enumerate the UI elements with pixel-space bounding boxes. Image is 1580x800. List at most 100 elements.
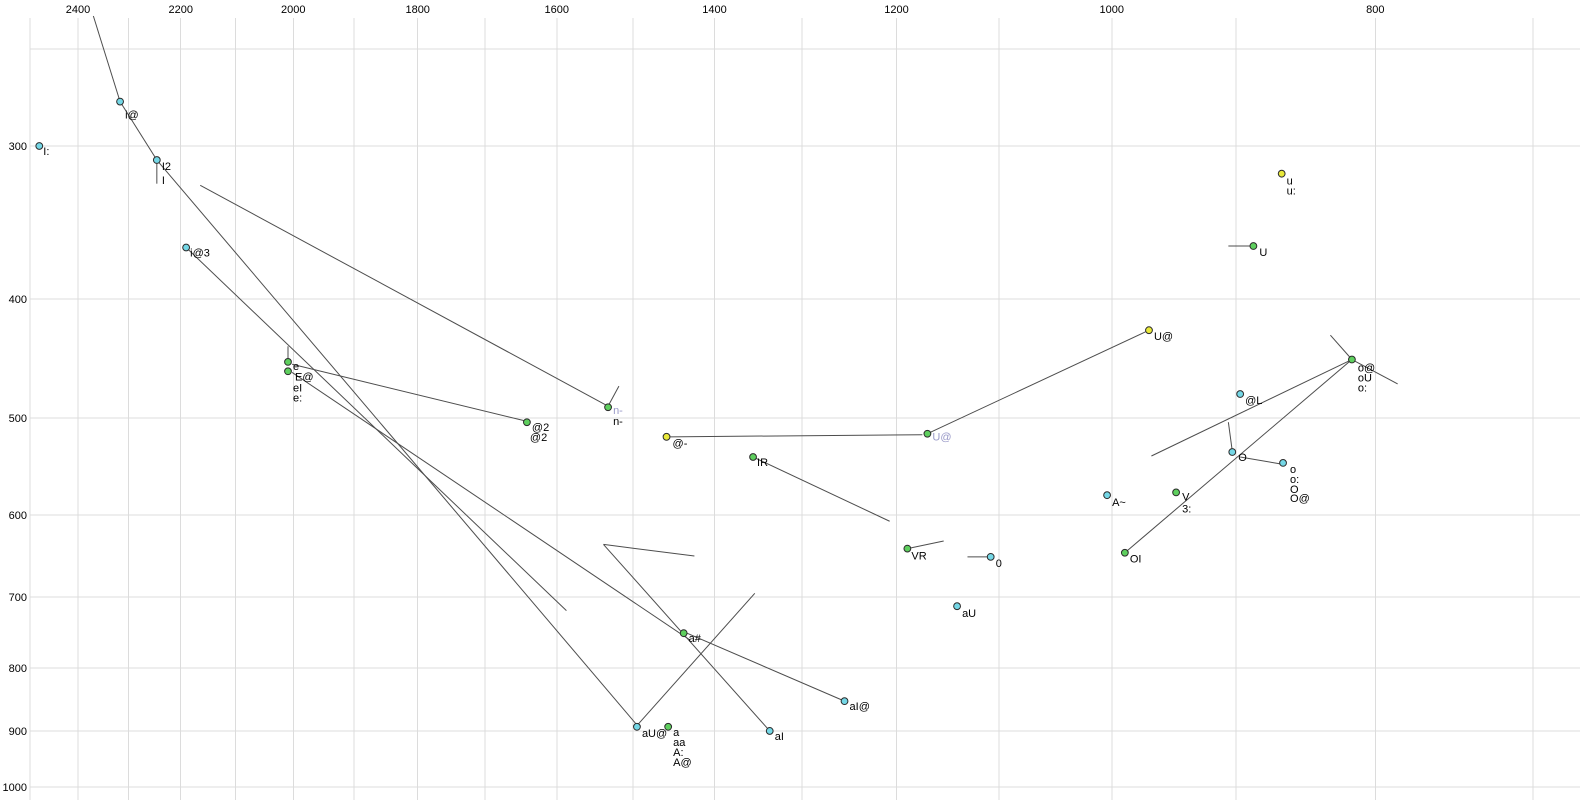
x-axis-tick-label: 1000: [1100, 4, 1124, 16]
x-axis-tick-label: 800: [1366, 4, 1384, 16]
trajectory-line-24: [685, 631, 845, 702]
vowel-label-E@: E@: [295, 371, 314, 383]
trajectory-line-18: [1351, 359, 1398, 385]
vowel-label-aU: aU: [962, 608, 976, 620]
vowel-label-I2: I2: [162, 161, 171, 173]
trajectory-line-22: [636, 592, 756, 726]
vowel-point-VR: [903, 544, 912, 553]
trajectory-line-19: [603, 543, 695, 557]
vowel-label-a: A@: [673, 757, 692, 769]
trajectory-line-6: [199, 184, 609, 407]
vowel-point-U: [1249, 242, 1258, 250]
trajectory-line-4: [291, 363, 527, 422]
vowel-label-O: O: [1238, 452, 1247, 464]
trajectory-line-13: [1330, 334, 1353, 360]
vowel-point-0: [986, 552, 995, 561]
vowel-label-E@: eI: [293, 382, 302, 394]
vowel-point-aU@: [633, 722, 641, 731]
vowel-label-E@: e:: [293, 392, 302, 404]
vowel-label-n-: n-: [613, 405, 623, 417]
vowel-label-a: A:: [673, 747, 683, 759]
vowel-label-o: O: [1290, 484, 1299, 496]
vowel-label-aI: aI: [775, 731, 784, 743]
x-axis-tick-label: 1600: [545, 4, 569, 16]
trajectory-line-16: [1227, 422, 1233, 452]
vowel-point-i@: [116, 97, 124, 106]
vowel-label-a: a: [673, 727, 680, 739]
trajectory-line-14: [1151, 359, 1353, 457]
x-axis-tick-label: 2000: [281, 4, 305, 16]
vowel-point-e: [284, 357, 292, 366]
vowel-label-n-: n-: [613, 416, 623, 428]
trajectory-line-17: [1240, 456, 1281, 465]
vowel-point-@2: [523, 418, 531, 427]
vowel-label-o@: oU: [1358, 373, 1372, 385]
vowel-point-U@-2: [923, 429, 932, 438]
vowel-point-OI: [1120, 548, 1129, 557]
trajectory-line-12: [927, 329, 1150, 435]
vowel-point-a#: [679, 629, 688, 638]
vowel-point-aU: [953, 602, 961, 611]
vowel-point-o@: [1348, 355, 1356, 364]
vowel-point-U@: [1145, 326, 1153, 335]
trajectory-line-0: [92, 15, 121, 102]
vowel-label-I:: I:: [43, 146, 49, 158]
x-axis-tick-label: 2200: [169, 4, 193, 16]
vowel-label-o: o: [1290, 464, 1296, 476]
vowel-point-E@: [284, 367, 292, 376]
vowel-label-A~: A~: [1112, 497, 1126, 509]
vowel-label-aI@: aI@: [850, 701, 870, 713]
vowel-label-OI: OI: [1130, 554, 1142, 566]
trajectory-line-15: [1124, 359, 1353, 554]
vowel-point-a: [664, 722, 673, 731]
trajectory-line-10: [669, 434, 923, 438]
trajectory-line-9: [291, 372, 691, 641]
trajectory-line-11: [752, 456, 890, 522]
vowel-label-i@3: i@3: [190, 247, 210, 259]
y-axis-tick-label: 500: [9, 413, 27, 425]
vowel-label-0: 0: [996, 558, 1002, 570]
y-axis-tick-label: 900: [9, 726, 27, 738]
vowel-point-@-: [662, 432, 671, 441]
vowel-label-u:: u: [1287, 176, 1293, 188]
vowel-point-u:: [1277, 169, 1286, 178]
vowel-label-V: V: [1182, 491, 1190, 503]
vowel-label-@2: @2: [530, 432, 547, 444]
vowel-label-a#: a#: [689, 633, 702, 645]
vowel-label-i@: i@: [125, 110, 139, 122]
vowel-point-I2: [152, 156, 161, 164]
vowel-label-o: o:: [1290, 474, 1299, 486]
x-axis-tick-label: 2400: [66, 4, 90, 16]
x-axis-tick-label: 1800: [405, 4, 429, 16]
vowel-point-o: [1279, 458, 1287, 467]
vowel-label-u:: u:: [1287, 186, 1296, 198]
vowel-label-VR: VR: [911, 551, 926, 563]
trajectory-line-21: [907, 540, 944, 550]
y-axis-tick-label: 600: [9, 510, 27, 522]
vowel-label-@L: @L: [1245, 395, 1262, 407]
vowel-point-I:: [35, 142, 44, 150]
vowel-point-IR: [749, 453, 757, 461]
y-axis-tick-label: 700: [9, 592, 27, 604]
vowel-point-n-: [604, 403, 612, 412]
vowel-label-@-: @-: [673, 438, 688, 450]
vowel-label-o: O@: [1290, 493, 1310, 505]
vowel-label-V: 3:: [1182, 503, 1191, 515]
trajectory-line-1: [119, 101, 158, 161]
vowel-label-o@: o:: [1358, 383, 1367, 395]
vowel-label-U@: U@: [1154, 331, 1173, 343]
y-axis-tick-label: 300: [9, 141, 27, 153]
x-axis-tick-label: 1200: [884, 4, 908, 16]
vowel-point-aI@: [840, 697, 849, 706]
y-axis-tick-label: 800: [9, 663, 27, 675]
trajectory-line-7: [607, 385, 620, 407]
vowel-label-U@-2: U@: [932, 432, 951, 444]
vowel-label-I2: I: [162, 175, 165, 187]
vowel-point-@L: [1236, 390, 1245, 398]
vowel-label-IR: IR: [757, 457, 768, 469]
vowel-point-V: [1172, 488, 1180, 497]
vowel-label-a: aa: [673, 737, 686, 749]
y-axis-tick-label: 400: [9, 294, 27, 306]
